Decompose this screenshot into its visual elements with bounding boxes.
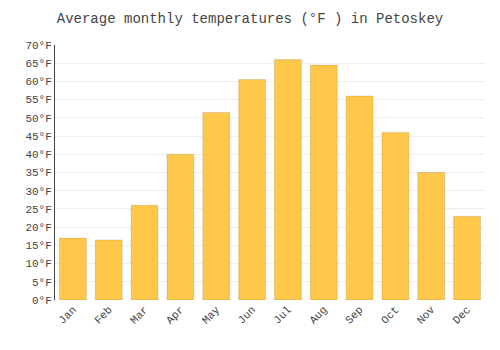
- svg-text:May: May: [200, 304, 223, 327]
- svg-text:40°F: 40°F: [25, 149, 51, 161]
- svg-text:Sep: Sep: [343, 304, 365, 326]
- svg-text:Mar: Mar: [128, 304, 150, 326]
- svg-text:Oct: Oct: [379, 304, 401, 326]
- svg-text:55°F: 55°F: [25, 94, 51, 106]
- svg-text:25°F: 25°F: [25, 204, 51, 216]
- svg-text:Jan: Jan: [56, 304, 78, 326]
- svg-text:5°F: 5°F: [32, 277, 52, 289]
- svg-text:65°F: 65°F: [25, 58, 51, 70]
- svg-text:0°F: 0°F: [32, 295, 52, 307]
- svg-text:45°F: 45°F: [25, 131, 51, 143]
- svg-text:35°F: 35°F: [25, 167, 51, 179]
- svg-text:Feb: Feb: [92, 304, 114, 326]
- svg-text:Nov: Nov: [415, 304, 438, 327]
- svg-text:20°F: 20°F: [25, 222, 51, 234]
- svg-text:Jul: Jul: [271, 304, 293, 326]
- svg-text:50°F: 50°F: [25, 113, 51, 125]
- svg-text:30°F: 30°F: [25, 186, 51, 198]
- svg-text:Jun: Jun: [236, 304, 258, 326]
- svg-text:Aug: Aug: [307, 304, 329, 326]
- svg-text:Average monthly temperatures (: Average monthly temperatures (°F ) in Pe…: [57, 11, 443, 27]
- svg-text:Dec: Dec: [451, 304, 473, 326]
- svg-text:10°F: 10°F: [25, 258, 51, 270]
- svg-text:60°F: 60°F: [25, 76, 51, 88]
- svg-text:70°F: 70°F: [25, 40, 51, 52]
- svg-text:Apr: Apr: [164, 304, 186, 326]
- svg-text:15°F: 15°F: [25, 240, 51, 252]
